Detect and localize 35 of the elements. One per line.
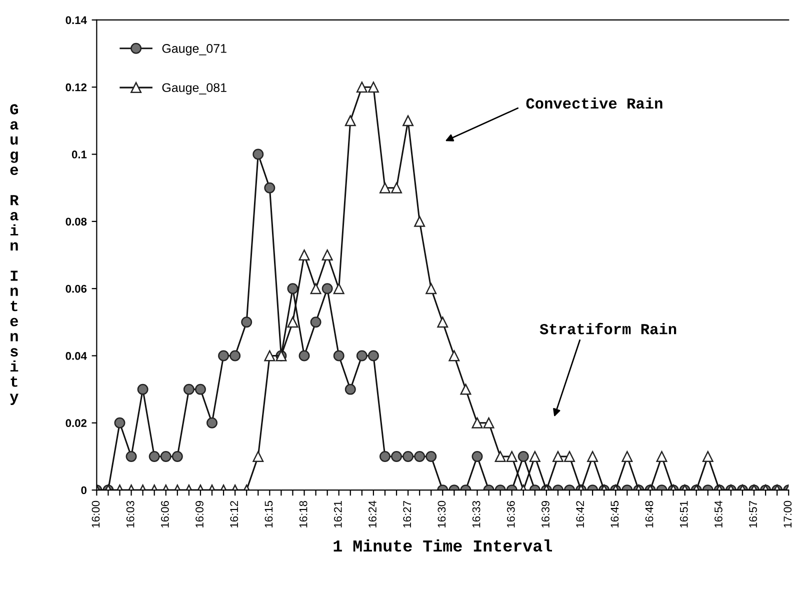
x-tick-label: 16:33 <box>472 500 480 528</box>
y-tick-label: 0.14 <box>66 16 87 24</box>
x-tick-label: 16:57 <box>749 501 757 528</box>
x-tick-label: 16:06 <box>160 500 169 528</box>
x-tick-label: 16:03 <box>126 500 134 528</box>
y-tick-label: 0.08 <box>66 218 87 226</box>
y-tick-label: 0 <box>81 486 86 494</box>
annotation: Convective Rain <box>526 97 662 109</box>
y-tick-label: 0.02 <box>66 419 87 428</box>
x-tick-label: 16:27 <box>403 501 412 528</box>
y-tick-label: 0.04 <box>66 352 87 360</box>
legend-label: Gauge_081 <box>162 83 226 95</box>
text: Gauge Rain Intensity <box>10 104 19 405</box>
legend-label: Gauge_071 <box>162 44 226 56</box>
x-tick-label: 16:39 <box>542 500 550 528</box>
x-tick-label: 17:00 <box>784 500 792 528</box>
x-tick-label: 16:00 <box>92 500 100 528</box>
x-tick-label: 16:54 <box>714 500 722 528</box>
x-tick-label: 16:42 <box>576 501 584 528</box>
y-tick-label: 0.06 <box>66 284 87 293</box>
x-tick-label: 16:51 <box>680 501 688 528</box>
x-tick-label: 16:30 <box>438 500 446 528</box>
x-tick-label: 16:36 <box>506 500 515 528</box>
x-tick-label: 16:12 <box>230 501 238 528</box>
x-tick-label: 16:24 <box>368 500 376 528</box>
x-tick-label: 16:15 <box>264 500 273 528</box>
x-tick-label: 16:18 <box>299 500 308 528</box>
y-tick-label: 0.1 <box>72 150 87 158</box>
x-tick-label: 16:21 <box>334 501 342 528</box>
y-tick-label: 0.12 <box>66 83 87 92</box>
annotation: Stratiform Rain <box>540 322 676 334</box>
x-tick-label: 16:45 <box>610 500 619 528</box>
x-axis-title: 1 Minute Time Interval <box>334 539 552 552</box>
x-tick-label: 16:48 <box>645 500 654 528</box>
x-tick-label: 16:09 <box>196 500 204 528</box>
